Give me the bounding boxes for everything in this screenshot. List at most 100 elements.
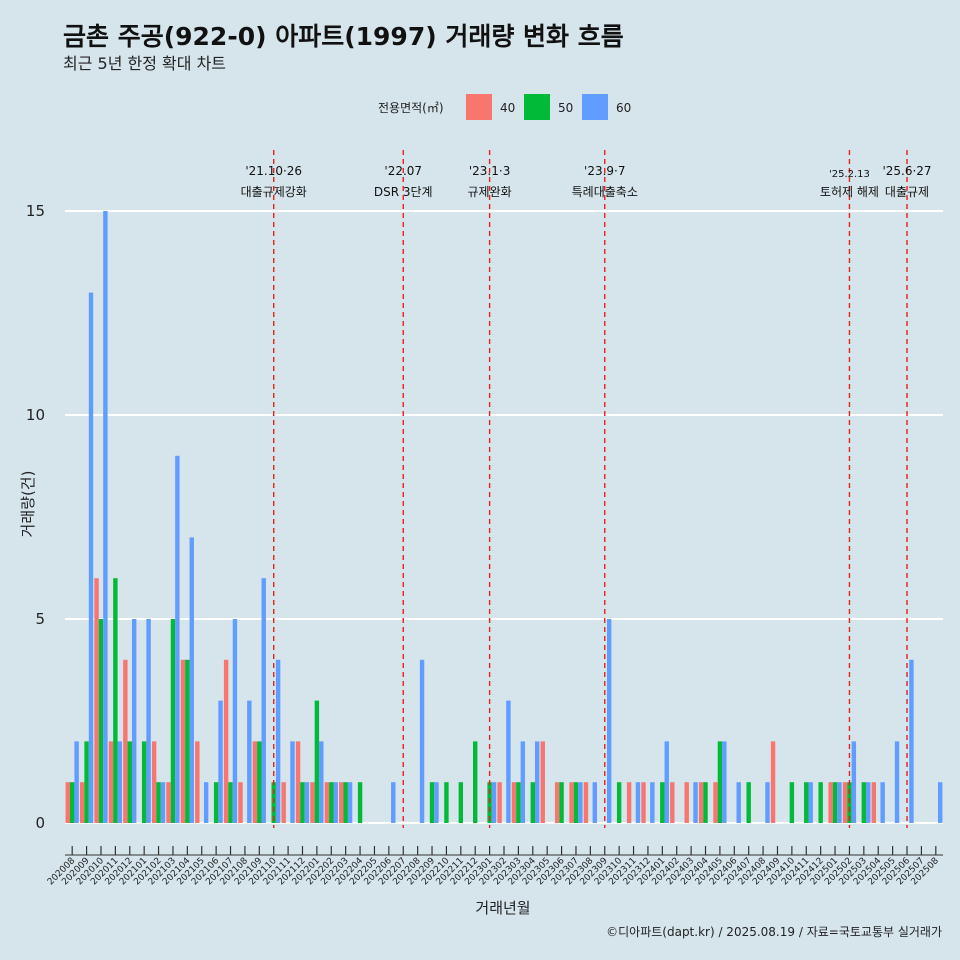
bar-60-202202 bbox=[333, 782, 338, 823]
bar-60-202311 bbox=[635, 782, 641, 823]
bar-40-202409 bbox=[770, 741, 776, 823]
bar-60-202201 bbox=[319, 741, 324, 823]
bar-50-202008 bbox=[69, 782, 75, 823]
bar-40-202112 bbox=[295, 741, 301, 823]
chart-subtitle: 최근 5년 한정 확대 차트 bbox=[63, 54, 226, 73]
bar-40-202402 bbox=[670, 782, 675, 823]
legend-label-50: 50 bbox=[558, 101, 573, 115]
bar-40-202501 bbox=[828, 782, 833, 823]
bar-50-202210 bbox=[444, 782, 449, 823]
bar-40-202203 bbox=[339, 782, 344, 823]
bar-40-202109 bbox=[252, 741, 258, 823]
bar-50-202405 bbox=[717, 741, 723, 823]
bar-60-202102 bbox=[160, 782, 166, 823]
y-axis: 0 5 10 15 bbox=[26, 202, 45, 832]
bar-40-202103 bbox=[166, 782, 171, 823]
bar-60-202104 bbox=[189, 537, 194, 823]
bar-60-202108 bbox=[247, 700, 252, 823]
bar-40-202504 bbox=[871, 782, 877, 823]
bar-50-202411 bbox=[804, 782, 809, 823]
bar-50-202303 bbox=[516, 782, 521, 823]
bar-50-202501 bbox=[832, 782, 838, 823]
bar-50-202204 bbox=[357, 782, 363, 823]
event-date: '25.6·27 bbox=[882, 164, 931, 178]
bar-60-202506 bbox=[909, 659, 914, 823]
bar-60-202009 bbox=[88, 292, 94, 824]
bar-40-202010 bbox=[94, 578, 99, 823]
bar-40-202403 bbox=[684, 782, 689, 823]
bar-50-202410 bbox=[789, 782, 795, 823]
bar-50-202109 bbox=[257, 741, 262, 823]
event-label: 대출규제 bbox=[885, 185, 929, 199]
bar-50-202404 bbox=[703, 782, 708, 823]
bar-50-202107 bbox=[228, 782, 233, 823]
bar-60-202103 bbox=[175, 455, 180, 823]
bar-50-202401 bbox=[660, 782, 665, 823]
bar-40-202102 bbox=[151, 741, 157, 823]
bar-50-202503 bbox=[861, 782, 867, 823]
bar-60-202508 bbox=[938, 782, 943, 823]
bar-50-202010 bbox=[98, 619, 104, 823]
bar-60-202408 bbox=[765, 782, 770, 823]
bar-40-202202 bbox=[324, 782, 330, 823]
bar-60-202403 bbox=[693, 782, 698, 823]
bar-40-202008 bbox=[65, 782, 70, 823]
bar-60-202012 bbox=[131, 619, 137, 823]
bar-60-202010 bbox=[103, 211, 108, 823]
bar-60-202504 bbox=[880, 782, 885, 823]
bar-60-202505 bbox=[894, 741, 900, 823]
bar-60-202302 bbox=[506, 700, 511, 823]
bar-60-202209 bbox=[434, 782, 439, 823]
bar-40-202502 bbox=[842, 782, 848, 823]
bars bbox=[65, 211, 943, 824]
bar-50-202012 bbox=[127, 741, 132, 823]
y-tick-label: 0 bbox=[35, 814, 45, 832]
bar-60-202110 bbox=[275, 659, 281, 823]
bar-50-202304 bbox=[530, 782, 535, 823]
bar-40-202104 bbox=[180, 659, 186, 823]
legend-key-50 bbox=[524, 94, 550, 120]
bar-60-202309 bbox=[606, 619, 612, 823]
bar-60-202301 bbox=[491, 782, 497, 823]
bar-50-202102 bbox=[156, 782, 161, 823]
event-annotations: '21.10·26 대출규제강화 '22.07 DSR 3단계 '23.1·3 규제완화 '… bbox=[241, 150, 932, 828]
bar-40-202011 bbox=[108, 741, 114, 823]
bar-40-202302 bbox=[497, 782, 502, 823]
bar-60-202107 bbox=[232, 619, 238, 823]
bar-50-202201 bbox=[314, 700, 320, 823]
bar-60-202106 bbox=[218, 700, 223, 823]
y-tick-label: 10 bbox=[26, 406, 45, 424]
bar-50-202310 bbox=[616, 782, 622, 823]
bar-60-202208 bbox=[419, 659, 425, 823]
legend-key-60 bbox=[582, 94, 608, 120]
bar-60-202011 bbox=[117, 741, 122, 823]
bar-40-202303 bbox=[511, 782, 517, 823]
bar-40-202012 bbox=[123, 659, 128, 823]
bar-60-202503 bbox=[866, 782, 871, 823]
event-date: '21.10·26 bbox=[245, 164, 302, 178]
bar-40-202405 bbox=[713, 782, 718, 823]
bar-50-202106 bbox=[213, 782, 219, 823]
bar-50-202202 bbox=[329, 782, 334, 823]
legend: 전용면적(㎡) 40 50 60 bbox=[378, 94, 631, 120]
bar-60-202304 bbox=[534, 741, 540, 823]
bar-40-202312 bbox=[641, 782, 646, 823]
bar-40-202307 bbox=[569, 782, 574, 823]
legend-key-40 bbox=[466, 94, 492, 120]
bar-60-202206 bbox=[391, 782, 396, 823]
y-axis-title: 거래량(건) bbox=[19, 471, 37, 538]
event-label: 규제완화 bbox=[468, 185, 512, 199]
bar-40-202404 bbox=[698, 782, 704, 823]
bar-50-202009 bbox=[84, 741, 89, 823]
bar-50-202306 bbox=[559, 782, 564, 823]
event-date: '25.2.13 bbox=[829, 169, 870, 180]
bar-60-202111 bbox=[290, 741, 295, 823]
bar-60-202307 bbox=[578, 782, 583, 823]
bar-50-202112 bbox=[300, 782, 305, 823]
event-label: 특례대출축소 bbox=[572, 185, 638, 199]
bar-60-202401 bbox=[664, 741, 669, 823]
y-tick-label: 15 bbox=[26, 202, 45, 220]
bar-60-202411 bbox=[808, 782, 813, 823]
x-axis-title: 거래년월 bbox=[475, 899, 530, 917]
